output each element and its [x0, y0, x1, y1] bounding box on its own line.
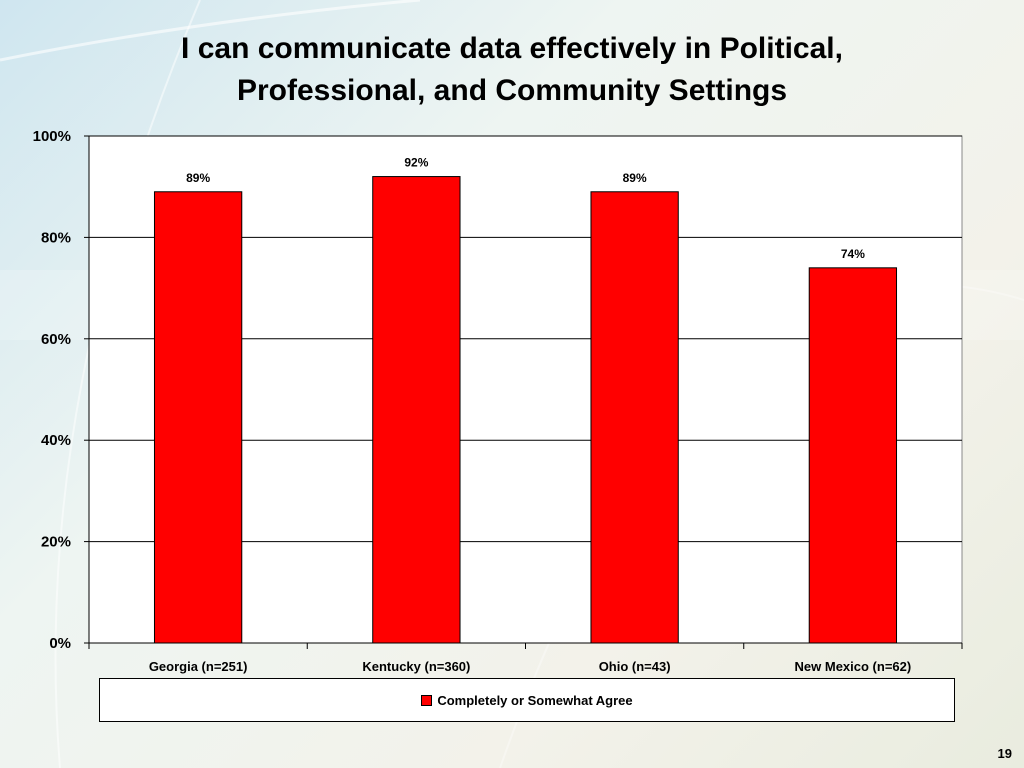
bar [372, 176, 461, 644]
y-axis: 0% 20% 40% 60% 80% 100% [33, 128, 90, 652]
data-label: 89% [186, 171, 210, 185]
legend-label: Completely or Somewhat Agree [437, 692, 633, 708]
bars: 89% 92% 89% 74% [153, 156, 898, 644]
x-category-label: New Mexico (n=62) [795, 659, 912, 674]
x-category-label: Georgia (n=251) [149, 659, 248, 674]
chart-title-line-2: Professional, and Community Settings [236, 74, 788, 107]
y-tick-label: 20% [41, 534, 71, 551]
chart-title: I can communicate data effectively in Po… [40, 28, 984, 112]
data-label: 89% [623, 171, 647, 185]
y-tick-label: 0% [49, 635, 71, 652]
page-number: 19 [997, 746, 1012, 761]
y-tick-label: 40% [41, 432, 71, 449]
y-tick-label: 80% [41, 229, 71, 246]
data-label: 92% [404, 156, 428, 170]
data-label: 74% [841, 247, 865, 261]
y-tick-label: 60% [41, 331, 71, 348]
bar [808, 267, 898, 644]
x-category-label: Kentucky (n=360) [362, 659, 470, 674]
x-category-label: Ohio (n=43) [599, 659, 671, 674]
bar [153, 191, 243, 644]
y-tick-label: 100% [33, 128, 71, 145]
bar [590, 191, 679, 644]
x-axis: Georgia (n=251) Kentucky (n=360) Ohio (n=4… [88, 642, 963, 674]
legend: Completely or Somewhat Agree [99, 678, 955, 722]
legend-swatch [421, 694, 433, 706]
chart-title-line-1: I can communicate data effectively in Po… [181, 32, 843, 65]
